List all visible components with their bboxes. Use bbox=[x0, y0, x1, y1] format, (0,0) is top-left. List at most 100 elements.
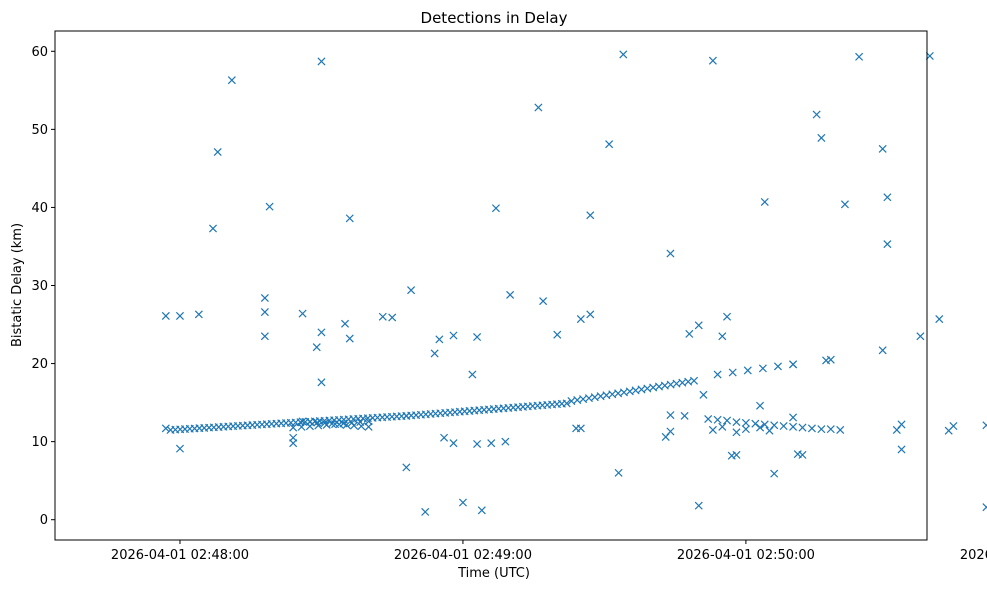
data-point bbox=[779, 421, 788, 431]
data-point bbox=[666, 427, 675, 436]
data-point bbox=[949, 421, 958, 431]
data-point bbox=[317, 57, 326, 66]
data-point bbox=[289, 439, 298, 448]
data-point bbox=[345, 334, 354, 343]
data-point bbox=[789, 422, 798, 431]
data-point bbox=[741, 425, 750, 434]
data-point bbox=[265, 202, 274, 211]
data-point bbox=[364, 422, 373, 431]
x-tick-label: 2026-04-01 02:48:00 bbox=[111, 548, 249, 563]
data-point bbox=[260, 308, 269, 317]
data-point bbox=[501, 437, 510, 446]
data-point bbox=[298, 417, 307, 426]
data-point bbox=[982, 503, 987, 512]
data-point bbox=[605, 140, 614, 149]
data-point bbox=[208, 224, 218, 233]
data-point bbox=[473, 333, 482, 342]
y-axis-label: Bistatic Delay (km) bbox=[10, 223, 25, 347]
data-point bbox=[335, 420, 344, 429]
data-point bbox=[773, 362, 782, 371]
data-point bbox=[477, 506, 486, 515]
data-point bbox=[312, 343, 321, 352]
data-point bbox=[305, 417, 314, 426]
data-point bbox=[586, 310, 595, 319]
data-point bbox=[491, 204, 500, 213]
data-point bbox=[666, 411, 675, 420]
data-point bbox=[576, 315, 585, 324]
data-point bbox=[935, 315, 944, 324]
data-point bbox=[313, 418, 322, 427]
data-point bbox=[327, 419, 336, 428]
data-point bbox=[878, 346, 887, 355]
x-tick-label: 2026-04-01 02:50:00 bbox=[677, 548, 815, 563]
x-tick-label: 2026-04-01 02:49:00 bbox=[394, 548, 532, 563]
data-point bbox=[685, 329, 694, 338]
data-point bbox=[449, 439, 458, 448]
data-point bbox=[227, 76, 236, 85]
data-point bbox=[680, 411, 689, 420]
data-point bbox=[836, 425, 845, 434]
data-points-group bbox=[161, 50, 987, 516]
data-point bbox=[817, 133, 826, 142]
data-point bbox=[345, 214, 354, 223]
data-point bbox=[723, 312, 732, 321]
data-point bbox=[194, 310, 203, 319]
x-tick-label: 2026-04-01 02:51:00 bbox=[960, 548, 987, 563]
data-point bbox=[817, 425, 826, 434]
data-point bbox=[760, 197, 769, 206]
data-point bbox=[798, 450, 807, 459]
data-point bbox=[349, 421, 358, 430]
data-point bbox=[317, 328, 326, 337]
data-point bbox=[840, 200, 849, 209]
data-point bbox=[487, 439, 496, 448]
data-point bbox=[666, 249, 675, 258]
data-point bbox=[694, 501, 703, 510]
data-point bbox=[798, 423, 807, 432]
y-tick-label: 30 bbox=[31, 279, 48, 294]
data-point bbox=[440, 433, 449, 442]
data-point bbox=[982, 421, 987, 430]
data-point bbox=[713, 370, 722, 379]
data-point bbox=[449, 331, 458, 340]
data-point bbox=[539, 297, 548, 306]
data-point bbox=[718, 332, 727, 341]
y-tick-label: 60 bbox=[31, 45, 48, 60]
data-point bbox=[732, 450, 741, 459]
y-tick-label: 0 bbox=[40, 513, 48, 528]
data-point bbox=[430, 349, 439, 358]
data-point bbox=[812, 110, 821, 119]
data-point bbox=[576, 424, 585, 433]
data-point bbox=[732, 428, 741, 437]
data-point bbox=[435, 335, 444, 344]
data-point bbox=[298, 309, 307, 318]
data-point bbox=[756, 401, 765, 410]
data-point bbox=[690, 376, 699, 385]
data-point bbox=[758, 364, 767, 373]
data-point bbox=[175, 311, 185, 320]
data-point bbox=[506, 290, 515, 299]
data-point bbox=[770, 469, 779, 478]
y-tick-label: 50 bbox=[31, 123, 48, 138]
data-point bbox=[718, 422, 727, 431]
data-point bbox=[317, 378, 326, 387]
y-tick-label: 40 bbox=[31, 201, 48, 216]
data-point bbox=[878, 144, 887, 153]
data-point bbox=[883, 193, 892, 202]
data-point bbox=[289, 423, 298, 432]
data-point bbox=[586, 211, 595, 220]
y-tick-label: 20 bbox=[31, 357, 48, 372]
data-point bbox=[341, 319, 350, 328]
data-point bbox=[161, 311, 170, 320]
data-point bbox=[161, 424, 170, 433]
data-point bbox=[897, 445, 906, 454]
data-point bbox=[756, 423, 765, 432]
data-point bbox=[708, 56, 717, 65]
data-point bbox=[713, 415, 722, 424]
data-point bbox=[732, 418, 741, 427]
data-point bbox=[743, 366, 752, 375]
data-point bbox=[694, 321, 703, 330]
x-axis-ticks: 2026-04-01 02:48:00 2026-04-01 02:49:00 20… bbox=[111, 540, 987, 563]
data-point bbox=[883, 240, 892, 249]
data-point bbox=[614, 468, 623, 477]
